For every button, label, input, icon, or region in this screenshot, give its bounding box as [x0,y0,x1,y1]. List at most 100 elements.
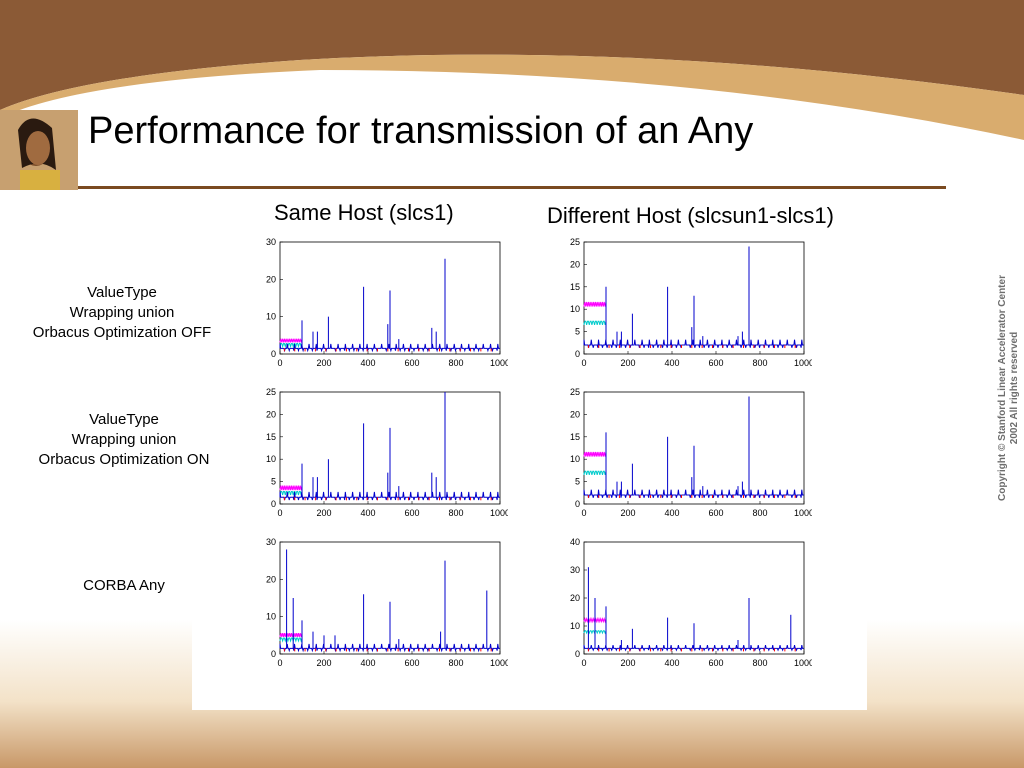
row-label-line: Wrapping union [71,431,177,448]
row-label-optimization-off: ValueType Wrapping union Orbacus Optimiz… [2,283,242,343]
column-header-different-host: Different Host (slcsun1-slcs1) [547,203,834,228]
x-tick-label: 0 [581,508,586,518]
series-cyan-line [279,637,303,643]
y-tick-label: 20 [266,409,276,419]
copyright-line: Copyright © Stanford Linear Accelerator … [997,275,1008,501]
x-tick-label: 200 [620,658,635,668]
x-tick-label: 600 [708,658,723,668]
y-tick-label: 10 [570,304,580,314]
y-tick-label: 40 [570,537,580,547]
portrait-logo [0,110,78,190]
y-tick-label: 5 [575,327,580,337]
x-tick-label: 200 [316,358,331,368]
y-tick-label: 0 [271,499,276,509]
x-tick-label: 1000 [490,508,508,518]
x-tick-label: 0 [277,658,282,668]
series-blue-line [583,644,804,652]
series-cyan-line [279,490,303,496]
series-blue-line [279,643,500,653]
x-tick-label: 800 [752,658,767,668]
series-cyan-line [279,343,303,349]
series-magenta-line [279,338,303,343]
y-tick-label: 15 [570,282,580,292]
y-tick-label: 30 [570,565,580,575]
y-tick-label: 15 [570,432,580,442]
y-tick-label: 10 [570,621,580,631]
x-tick-label: 0 [277,508,282,518]
copyright-line: 2002 All rights reserved [1009,331,1020,445]
column-header-same-host: Same Host (slcs1) [274,200,454,225]
series-magenta-line [279,632,303,637]
y-tick-label: 20 [570,593,580,603]
plot-same-host-opt-on: 0 5 10 15 20 25 0 200 400 600 800 1000 [266,387,508,518]
series-blue-line [583,339,804,348]
x-tick-label: 800 [448,358,463,368]
x-tick-label: 600 [708,508,723,518]
y-tick-label: 5 [271,477,276,487]
x-tick-label: 800 [448,508,463,518]
x-tick-label: 800 [752,358,767,368]
y-tick-label: 15 [266,432,276,442]
y-tick-label: 10 [266,312,276,322]
plot-same-host-corba-any: 0 10 20 30 0 200 400 600 800 1000 [266,537,508,668]
series-magenta-line [583,451,607,457]
y-tick-label: 10 [266,454,276,464]
x-tick-label: 1000 [490,358,508,368]
x-tick-label: 200 [316,658,331,668]
x-tick-label: 400 [664,658,679,668]
x-tick-label: 200 [316,508,331,518]
row-label-line: Orbacus Optimization OFF [32,324,212,341]
y-tick-label: 20 [570,259,580,269]
header-band [0,0,1024,110]
x-tick-label: 400 [664,358,679,368]
series-magenta-line [583,301,607,307]
x-tick-label: 1000 [794,358,812,368]
x-tick-label: 1000 [490,658,508,668]
y-tick-label: 0 [271,349,276,359]
y-tick-label: 20 [570,409,580,419]
y-tick-label: 30 [266,537,276,547]
x-tick-label: 600 [404,358,419,368]
x-tick-label: 0 [581,358,586,368]
row-label-corba-any: CORBA Any [4,576,244,596]
y-tick-label: 5 [575,477,580,487]
row-label-line: Orbacus Optimization ON [38,451,210,468]
row-label-line: Wrapping union [69,304,175,321]
header-accent [0,54,1024,140]
y-tick-label: 25 [570,387,580,397]
y-tick-label: 25 [570,237,580,247]
y-tick-label: 0 [575,349,580,359]
series-blue-line [583,489,804,498]
x-tick-label: 0 [277,358,282,368]
x-tick-label: 200 [620,508,635,518]
y-tick-label: 0 [271,649,276,659]
series-cyan-line [583,470,607,475]
x-tick-label: 800 [448,658,463,668]
row-label-line: CORBA Any [83,577,165,594]
y-tick-label: 20 [266,274,276,284]
x-tick-label: 200 [620,358,635,368]
y-tick-label: 10 [570,454,580,464]
x-tick-label: 800 [752,508,767,518]
y-tick-label: 25 [266,387,276,397]
plot-different-host-opt-on: 0 5 10 15 20 25 0 200 400 600 800 1000 [570,387,812,518]
x-tick-label: 400 [360,358,375,368]
x-tick-label: 0 [581,658,586,668]
row-label-optimization-on: ValueType Wrapping union Orbacus Optimiz… [4,410,244,470]
x-tick-label: 400 [360,658,375,668]
plot-same-host-opt-off: 0 10 20 30 0 200 400 600 800 1000 [266,237,508,368]
x-tick-label: 600 [404,658,419,668]
row-label-line: ValueType [87,284,157,301]
title-divider [78,186,946,189]
x-tick-label: 600 [708,358,723,368]
y-tick-label: 30 [266,237,276,247]
series-cyan-line [583,320,607,325]
series-magenta-line [279,485,303,491]
y-tick-label: 20 [266,574,276,584]
x-tick-label: 400 [664,508,679,518]
row-label-line: ValueType [89,411,159,428]
plot-different-host-opt-off: 0 5 10 15 20 25 0 200 400 600 800 1000 [570,237,812,368]
x-tick-label: 1000 [794,508,812,518]
y-tick-label: 0 [575,499,580,509]
